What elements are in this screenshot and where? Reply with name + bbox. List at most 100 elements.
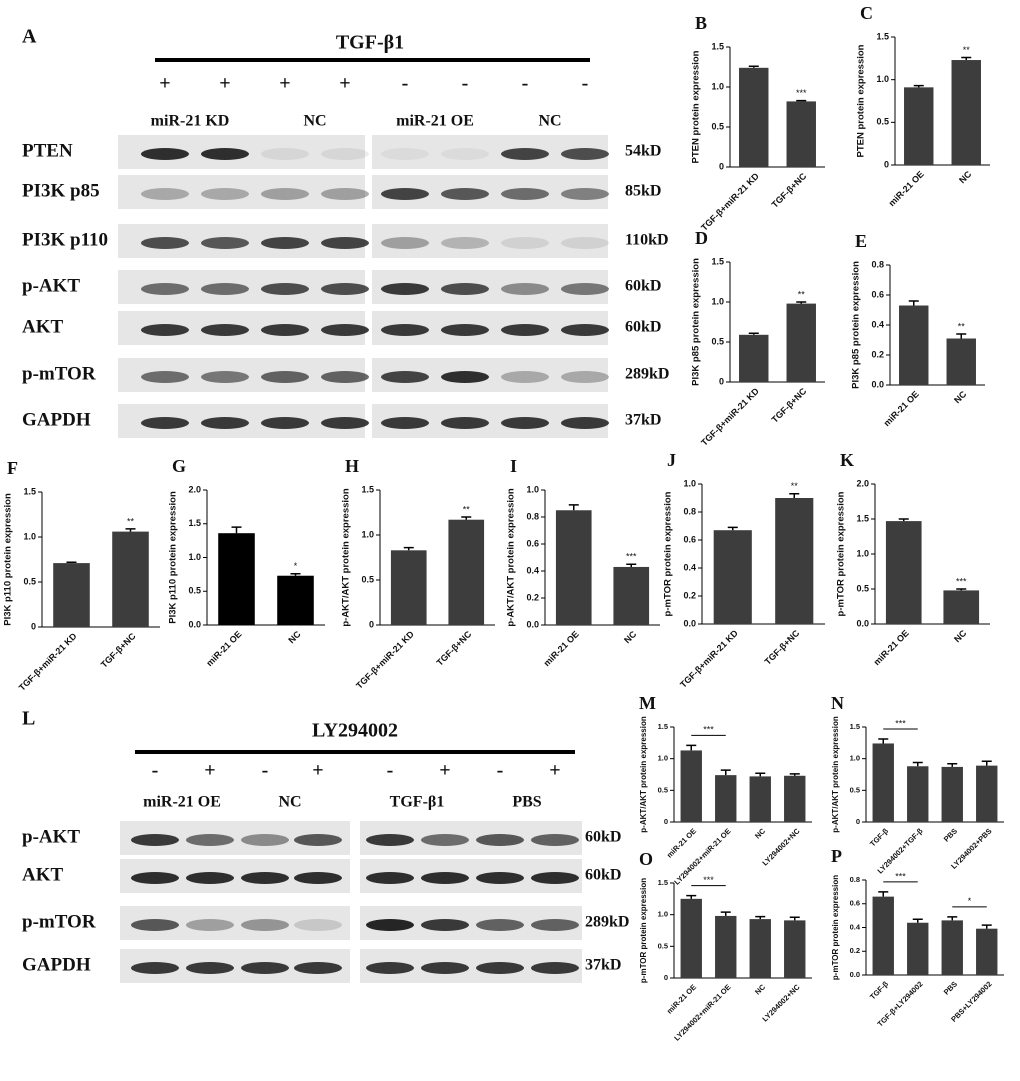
blot-band [501,148,549,160]
y-axis-label: p-AKT/AKT protein expression [341,488,352,626]
y-tick-label: 0.4 [871,319,884,329]
bar [907,922,929,975]
blot-band [381,417,429,429]
panel-letter: C [860,3,873,23]
y-tick-label: 0.5 [361,574,374,584]
bar [872,896,894,975]
bar [786,303,816,382]
y-tick-label: 1.0 [711,296,724,306]
y-tick-label: 0.6 [850,899,860,908]
error-bar [956,588,967,591]
error-bar [748,332,759,335]
bar-chart: G PI3K p110 protein expression 0.0 0.5 1.0 1.… [168,456,325,668]
treatment-sign: + [159,73,170,95]
treatment-sign: - [262,760,269,782]
error-bar [748,65,759,68]
blot-band [261,417,309,429]
error-bar [956,333,967,339]
bar [784,775,806,822]
y-tick-label: 0 [719,161,724,171]
y-tick-label: 1.5 [658,722,668,731]
y-tick-label: 0.5 [658,785,668,794]
blot-band [131,872,179,884]
y-tick-label: 1.0 [711,81,724,91]
blot-band [261,283,309,295]
error-bar [913,84,924,88]
bar [715,775,737,822]
bar-chart: C PTEN protein expression 0 0.5 1.0 1.5 miR-21… [856,3,990,208]
panel-letter: E [855,231,867,251]
size-label: 54kD [625,143,661,160]
bar [739,67,769,167]
blot-band [321,324,369,336]
y-tick-label: 0.5 [850,785,860,794]
y-tick-label: 0.8 [871,259,884,269]
x-tick-label: TGF-β+miR-21 KD [354,629,416,691]
bar [749,919,771,978]
bar [976,765,998,822]
error-bar [720,769,731,776]
y-tick-label: 0.8 [850,875,860,884]
blot-band [561,237,609,249]
group-label: PBS [512,794,541,811]
y-tick-label: 0.8 [526,511,539,521]
blot-band [441,188,489,200]
x-tick-label: TGF-β [868,979,890,1001]
size-label: 60kD [625,319,661,336]
y-axis-label: PI3K p85 protein expression [851,261,862,389]
bar-chart: Op-mTOR protein expression 0 0.5 1.0 1.5 miR-… [639,849,812,1043]
bar [775,498,814,624]
x-tick-label: NC [622,629,639,646]
blot-band [201,324,249,336]
treatment-label: LY294002 [312,720,398,742]
significance-label: *** [956,576,967,586]
y-tick-label: 0.0 [526,619,539,629]
bar [613,566,650,625]
error-bar [568,504,579,511]
y-tick-label: 0.6 [871,289,884,299]
panel-letter: H [345,456,359,476]
x-tick-label: miR-21 OE [882,389,921,428]
blot-band [186,834,234,846]
treatment-sign: - [387,760,394,782]
blot-band [531,919,579,931]
x-tick-label: miR-21 OE [665,982,698,1015]
error-bar [789,916,800,921]
bar [941,920,963,975]
significance-label: *** [796,88,807,98]
significance-label: ** [791,481,799,491]
bar [112,531,149,627]
significance-label: * [294,561,298,571]
blot-band [501,237,549,249]
blot-membrane [372,224,608,258]
significance-label: ** [463,504,471,514]
error-bar [727,526,738,531]
x-tick-label: TGF-β+NC [99,631,138,670]
size-label: 60kD [585,867,621,884]
x-tick-label: miR-21 OE [542,629,581,668]
protein-label: GAPDH [22,954,91,975]
blot-band [441,237,489,249]
bar [739,334,769,382]
y-tick-label: 1.5 [658,878,668,887]
group-label: NC [538,113,561,130]
y-tick-label: 0.0 [856,618,869,628]
panel-letter: P [831,846,842,866]
blot-band [561,148,609,160]
panel-letter: B [695,13,707,33]
x-tick-label: TGF-β [868,826,890,848]
blot-band [141,188,189,200]
blot-band [241,834,289,846]
size-label: 37kD [585,957,621,974]
blot-band [561,283,609,295]
blot-band [531,962,579,974]
blot-band [201,237,249,249]
y-tick-label: 0 [719,376,724,386]
blot-band [561,324,609,336]
blot-band [561,417,609,429]
blot-band [261,237,309,249]
error-bar [720,911,731,916]
blot-band [131,834,179,846]
error-bar [686,894,697,899]
